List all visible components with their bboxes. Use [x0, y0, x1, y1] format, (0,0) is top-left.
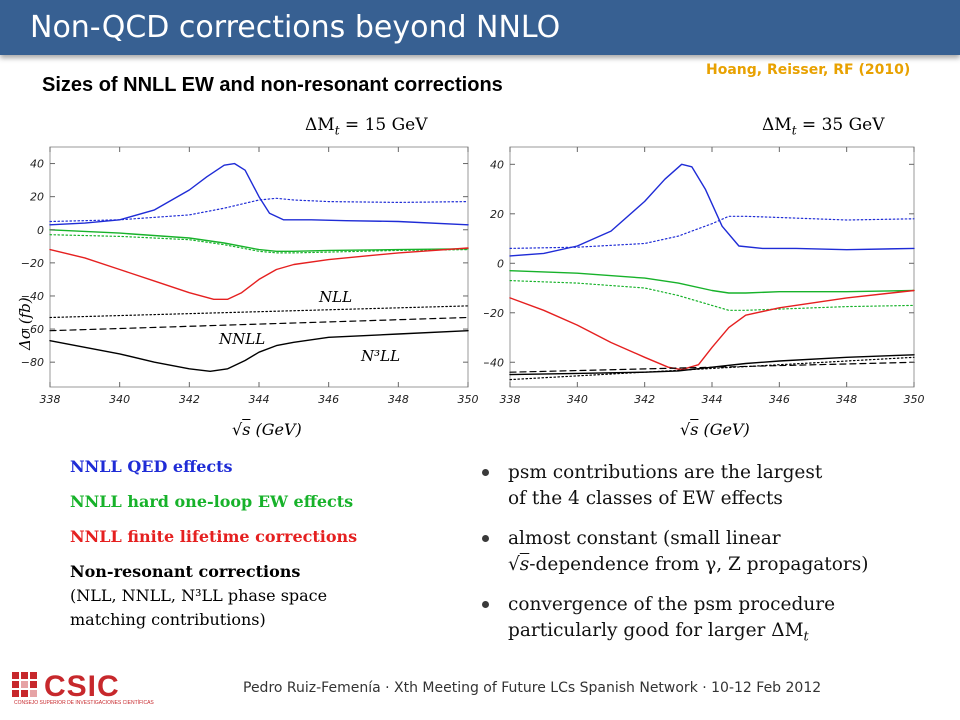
- footer-text: Pedro Ruiz-Femenía · Xth Meeting of Futu…: [243, 680, 822, 696]
- series-line: [49, 234, 469, 254]
- plot1-annotation-nll: NLL: [318, 288, 352, 306]
- bullet-list: psm contributions are the largest of the…: [478, 460, 868, 665]
- series-line: [49, 305, 469, 319]
- series-line: [49, 229, 469, 252]
- sqrt-symbol: √: [508, 554, 520, 575]
- plot1-xlabel: √s (GeV): [232, 420, 302, 439]
- y-tick-label: 20: [30, 191, 44, 204]
- plot1-chart: 338 340 342 344 346 348 350 40 20 0 −20 −40 −60 −80 Δ…: [16, 146, 479, 406]
- x-tick-label: 348: [388, 393, 409, 406]
- x-tick-label: 346: [318, 393, 339, 406]
- plot2-chart: 338 340 342 344 346 348 350 40 20 0 −20 −40: [484, 146, 925, 406]
- series-line: [49, 247, 469, 300]
- x-tick-label: 342: [179, 393, 200, 406]
- x-tick-label: 350: [458, 393, 479, 406]
- y-tick-label: 40: [30, 158, 44, 171]
- series-line: [509, 354, 915, 376]
- x-tick-label: 340: [109, 393, 130, 406]
- plot1-annotation-n3ll: N³LL: [360, 347, 400, 365]
- legend-nonres-line2: matching contributions): [70, 610, 266, 629]
- title-bar: Non-QCD corrections beyond NNLO: [0, 0, 960, 55]
- series-line: [49, 330, 469, 372]
- legend: NNLL QED effects NNLL hard one-loop EW e…: [70, 455, 357, 632]
- series-line: [49, 162, 469, 226]
- plot1-annotation-nnll: NNLL: [218, 330, 265, 348]
- y-tick-label: 0: [497, 257, 504, 270]
- y-tick-label: 40: [490, 158, 504, 171]
- y-tick-label: 20: [490, 208, 504, 221]
- legend-hard: NNLL hard one-loop EW effects: [70, 492, 354, 511]
- bullet-2: almost constant (small linear √s-depende…: [478, 526, 868, 578]
- page-title: Non-QCD corrections beyond NNLO: [30, 10, 561, 45]
- bullet-3: convergence of the psm procedure particu…: [478, 592, 868, 651]
- legend-nonres-line1: (NLL, NNLL, N³LL phase space: [70, 586, 328, 605]
- y-tick-label: −80: [21, 356, 44, 369]
- legend-qed: NNLL QED effects: [70, 457, 233, 476]
- x-tick-label: 346: [769, 393, 790, 406]
- x-tick-label: 338: [500, 393, 521, 406]
- series-line: [49, 316, 469, 332]
- legend-lifetime: NNLL finite lifetime corrections: [70, 527, 358, 546]
- csic-logo-icon: [12, 672, 37, 697]
- legend-nonres: Non-resonant corrections (NLL, NNLL, N³L…: [70, 560, 357, 632]
- plot2-label: ΔMt = 35 GeV: [762, 115, 885, 138]
- y-tick-label: −40: [484, 356, 504, 369]
- y-tick-label: −20: [484, 307, 504, 320]
- series-line: [509, 356, 915, 381]
- series-line: [509, 289, 915, 371]
- x-tick-label: 344: [249, 393, 270, 406]
- sqrt-symbol: √: [680, 420, 691, 439]
- legend-nonres-head: Non-resonant corrections: [70, 562, 301, 581]
- x-tick-label: 344: [702, 393, 723, 406]
- plot2-xlabel: √s (GeV): [680, 420, 750, 439]
- plot1-ylabel: Δσ (fb): [16, 297, 34, 351]
- plot-frame: [509, 146, 915, 388]
- bullet-dot: [482, 469, 489, 476]
- y-tick-label: 0: [37, 224, 44, 237]
- x-tick-label: 342: [634, 393, 655, 406]
- series-line: [509, 270, 915, 294]
- bullet-dot: [482, 601, 489, 608]
- x-tick-label: 348: [836, 393, 857, 406]
- y-tick-label: −40: [21, 290, 44, 303]
- x-tick-label: 340: [567, 393, 588, 406]
- y-tick-label: −60: [21, 323, 44, 336]
- y-tick-label: −20: [21, 257, 44, 270]
- series-line: [49, 197, 469, 223]
- series-line: [509, 215, 915, 249]
- series-line: [509, 280, 915, 311]
- logo-text: CSIC: [44, 670, 120, 703]
- logo-subtext: CONSEJO SUPERIOR DE INVESTIGACIONES CIEN…: [14, 700, 154, 706]
- series-line: [509, 163, 915, 257]
- bullet-dot: [482, 535, 489, 542]
- sqrt-symbol: √: [232, 420, 243, 439]
- plot1-label: ΔMt = 15 GeV: [305, 115, 428, 138]
- bullet-1: psm contributions are the largest of the…: [478, 460, 868, 512]
- slide-subtitle: Sizes of NNLL EW and non-resonant correc…: [42, 74, 503, 96]
- x-tick-label: 338: [40, 393, 61, 406]
- x-tick-label: 350: [904, 393, 925, 406]
- citation: Hoang, Reisser, RF (2010): [706, 62, 911, 78]
